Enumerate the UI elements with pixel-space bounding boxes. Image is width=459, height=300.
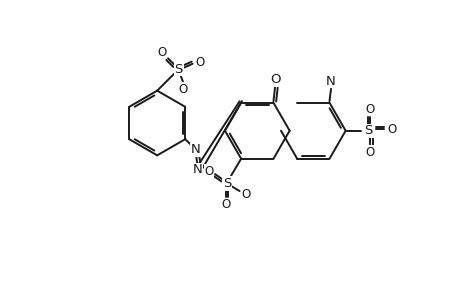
Text: O: O <box>365 103 374 116</box>
Text: S: S <box>364 124 372 137</box>
Text: N: N <box>325 75 335 88</box>
Text: O: O <box>204 164 213 178</box>
Text: O: O <box>386 123 396 136</box>
Text: O: O <box>221 198 230 212</box>
Text: N: N <box>192 164 202 176</box>
Text: O: O <box>157 46 166 59</box>
Text: O: O <box>269 73 280 86</box>
Text: O: O <box>365 146 374 159</box>
Text: O: O <box>195 56 205 69</box>
Text: S: S <box>223 177 231 190</box>
Text: O: O <box>179 82 188 96</box>
Text: S: S <box>174 63 183 76</box>
Text: N: N <box>190 143 201 157</box>
Text: O: O <box>241 188 250 201</box>
